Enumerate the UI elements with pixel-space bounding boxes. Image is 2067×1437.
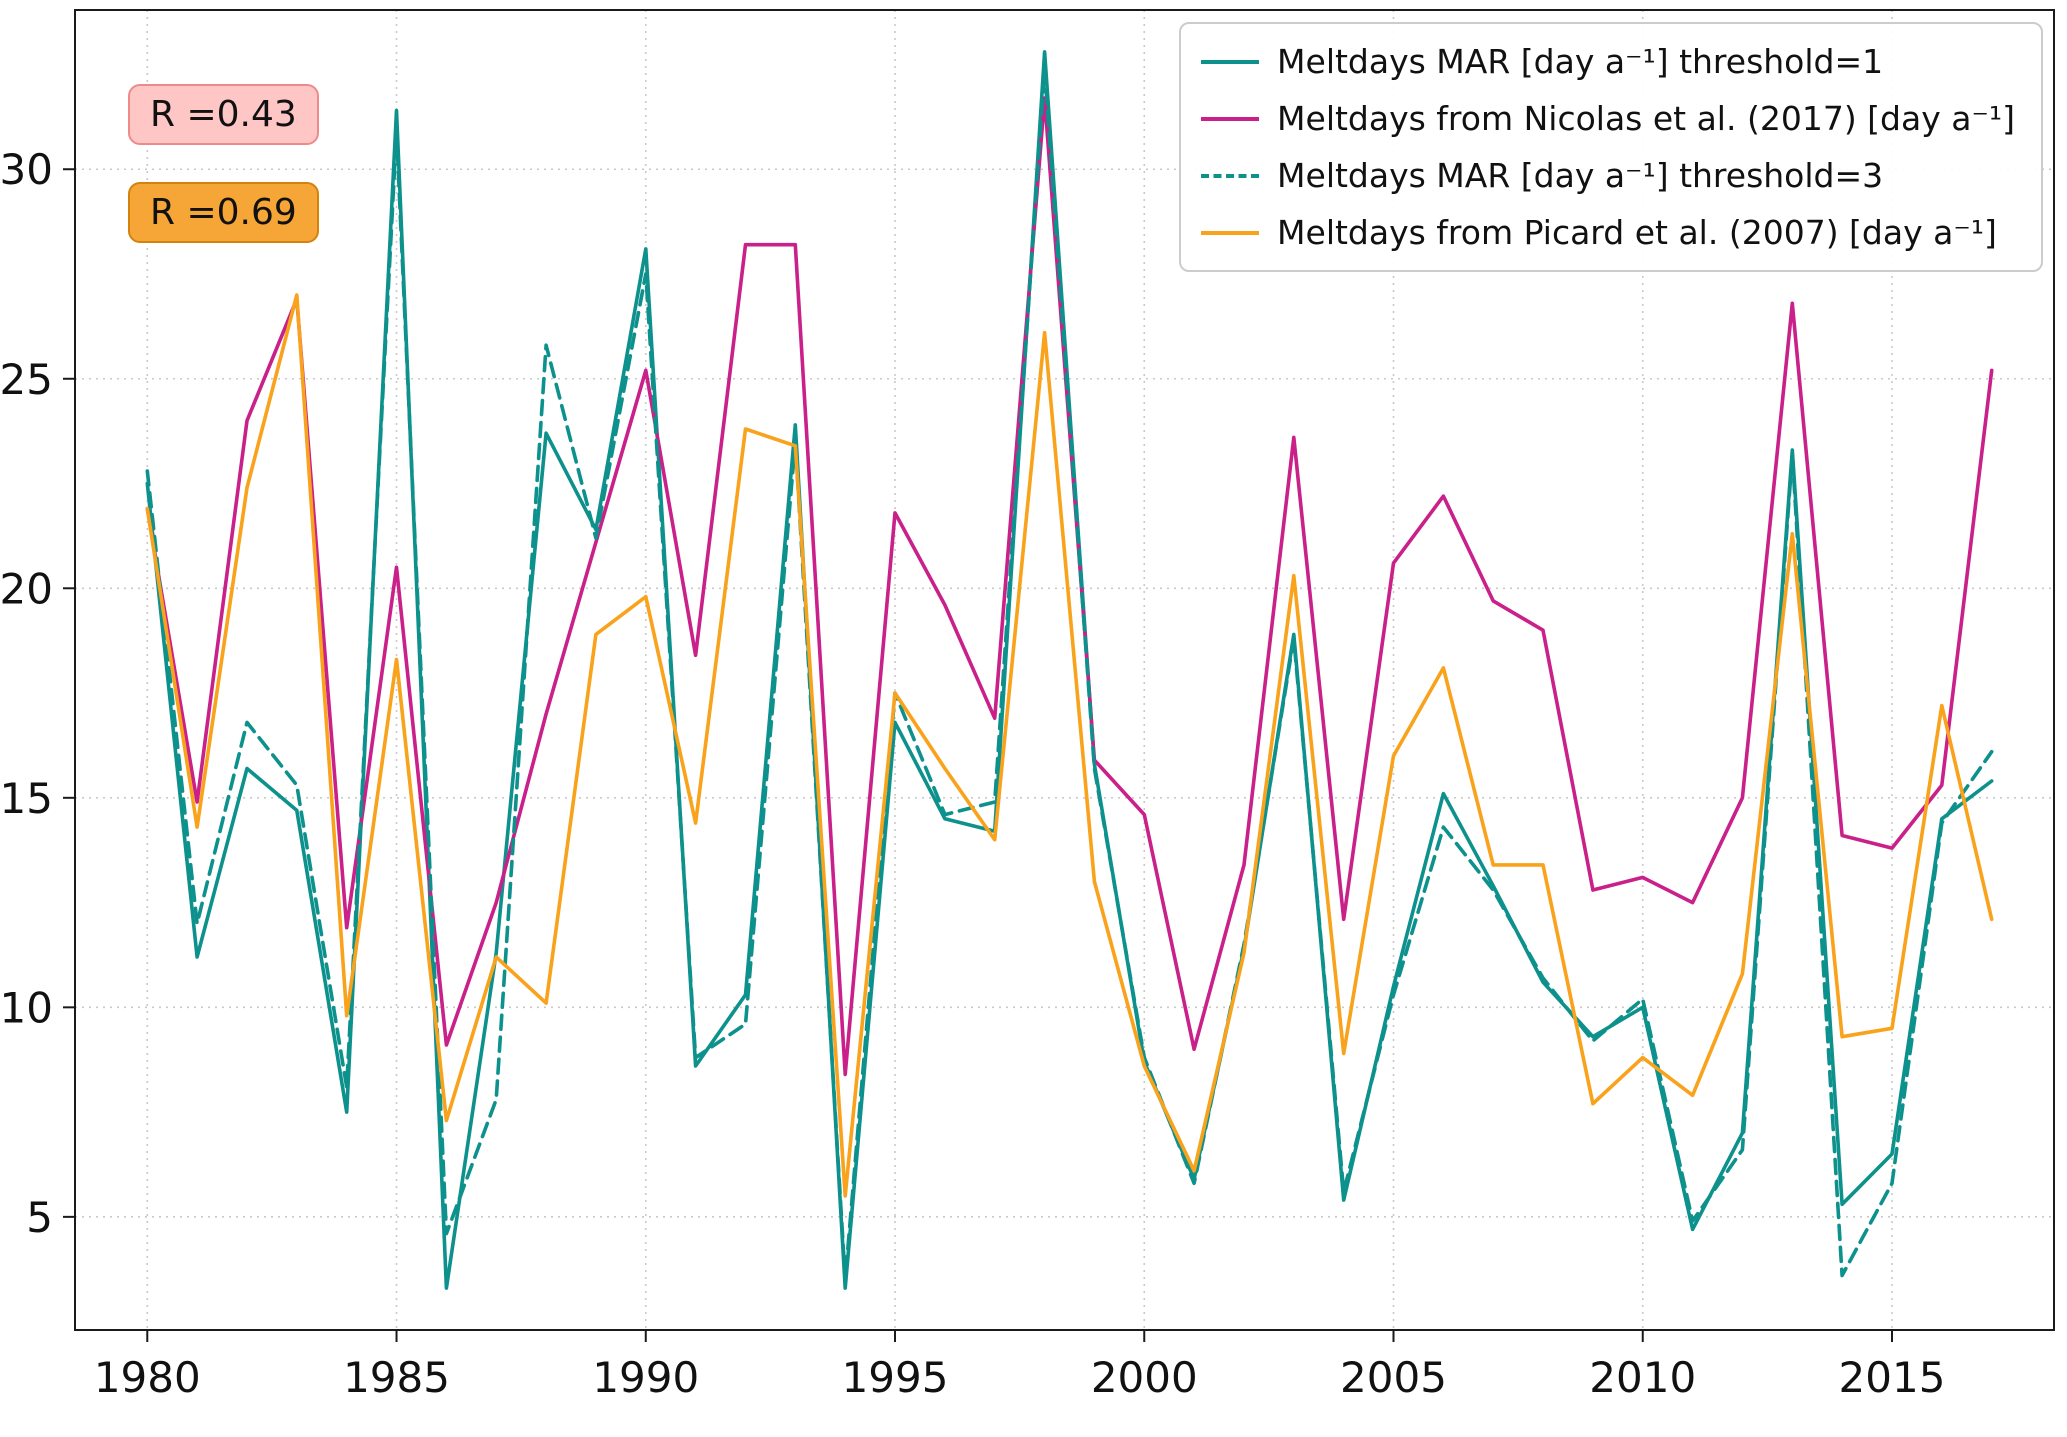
legend-item-nicolas: Meltdays from Nicolas et al. (2017) [day… bbox=[1201, 99, 2015, 138]
svg-text:1985: 1985 bbox=[343, 1353, 450, 1402]
legend-label-mar-threshold1: Meltdays MAR [day a⁻¹] threshold=1 bbox=[1277, 42, 1884, 81]
svg-text:2015: 2015 bbox=[1839, 1353, 1946, 1402]
legend: Meltdays MAR [day a⁻¹] threshold=1 Meltd… bbox=[1179, 22, 2043, 272]
svg-text:1995: 1995 bbox=[842, 1353, 949, 1402]
svg-text:1980: 1980 bbox=[94, 1353, 201, 1402]
teal-dashed-line-icon bbox=[1201, 173, 1260, 178]
svg-text:2000: 2000 bbox=[1091, 1353, 1198, 1402]
svg-text:2005: 2005 bbox=[1340, 1353, 1447, 1402]
svg-text:30: 30 bbox=[0, 145, 53, 194]
legend-label-mar-threshold3: Meltdays MAR [day a⁻¹] threshold=3 bbox=[1277, 156, 1884, 195]
svg-text:10: 10 bbox=[0, 983, 53, 1032]
legend-label-picard: Meltdays from Picard et al. (2007) [day … bbox=[1277, 213, 1997, 252]
legend-item-mar-threshold1: Meltdays MAR [day a⁻¹] threshold=1 bbox=[1201, 42, 2015, 81]
legend-item-picard: Meltdays from Picard et al. (2007) [day … bbox=[1201, 213, 2015, 252]
teal-solid-line-icon bbox=[1201, 59, 1260, 64]
orange-solid-line-icon bbox=[1201, 230, 1260, 235]
svg-text:1990: 1990 bbox=[592, 1353, 699, 1402]
svg-text:15: 15 bbox=[0, 774, 53, 823]
r-value-annotation-nicolas: R =0.43 bbox=[128, 84, 319, 145]
magenta-solid-line-icon bbox=[1201, 116, 1260, 121]
svg-text:20: 20 bbox=[0, 564, 53, 613]
legend-label-nicolas: Meltdays from Nicolas et al. (2017) [day… bbox=[1277, 99, 2015, 138]
svg-text:25: 25 bbox=[0, 355, 53, 404]
legend-item-mar-threshold3: Meltdays MAR [day a⁻¹] threshold=3 bbox=[1201, 156, 2015, 195]
r-value-annotation-picard: R =0.69 bbox=[128, 182, 319, 243]
svg-text:5: 5 bbox=[26, 1193, 53, 1242]
svg-text:2010: 2010 bbox=[1589, 1353, 1696, 1402]
